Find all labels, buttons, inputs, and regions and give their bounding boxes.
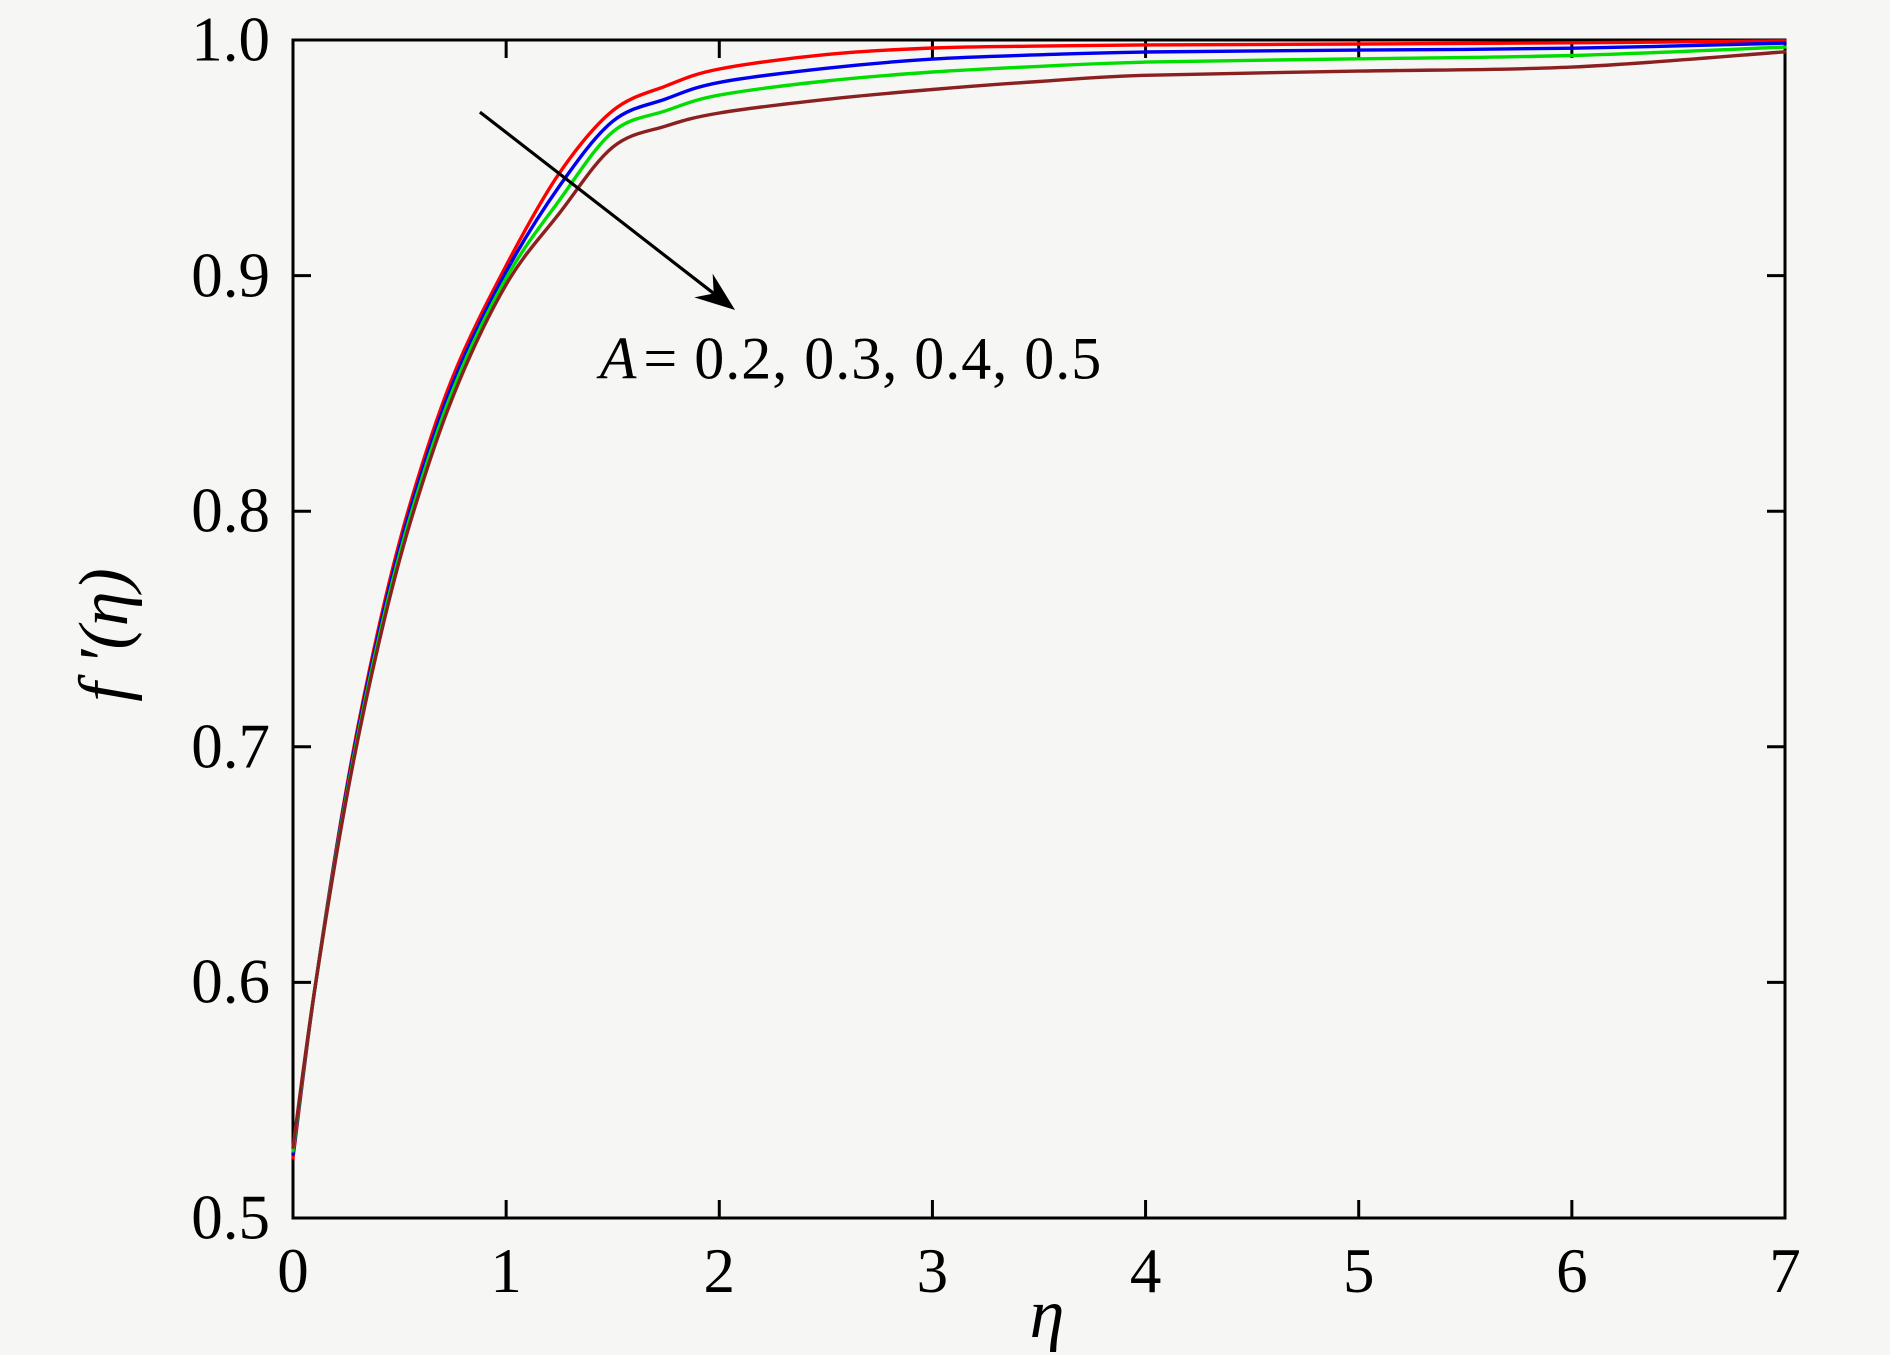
x-tick-label: 2 (703, 1236, 736, 1306)
y-tick-label: 0.6 (191, 946, 270, 1017)
curve-a=0.3 (291, 41, 1787, 1157)
y-tick-label: 0.5 (191, 1182, 270, 1253)
curve-a=0.2 (291, 39, 1787, 1160)
y-tick-label: 1.0 (191, 4, 270, 75)
x-tick-label: 5 (1342, 1236, 1375, 1306)
arrow-head-icon (694, 273, 736, 310)
curve-a=0.4 (291, 45, 1787, 1153)
y-tick-label: 0.7 (191, 711, 270, 782)
annotation-variable: A (599, 325, 638, 392)
curve-a=0.5 (291, 50, 1787, 1149)
y-tick-label: 0.9 (191, 240, 270, 311)
x-axis-label: η (1029, 1276, 1065, 1353)
y-axis-label: f ′(η) (66, 568, 143, 702)
x-tick-label: 6 (1556, 1236, 1588, 1306)
x-tick-label: 4 (1129, 1236, 1162, 1306)
annotation-values: = 0.2, 0.3, 0.4, 0.5 (643, 325, 1103, 392)
y-tick-label: 0.8 (191, 475, 270, 546)
x-tick-label: 3 (916, 1236, 949, 1306)
x-tick-label: 7 (1769, 1236, 1801, 1306)
annotation-arrow (478, 110, 736, 310)
arrow-shaft (478, 110, 715, 295)
x-tick-label: 0 (277, 1236, 309, 1306)
x-tick-label: 1 (490, 1236, 522, 1306)
series-annotation: A = 0.2, 0.3, 0.4, 0.5 (600, 325, 1103, 394)
plot-border (291, 38, 1787, 1220)
